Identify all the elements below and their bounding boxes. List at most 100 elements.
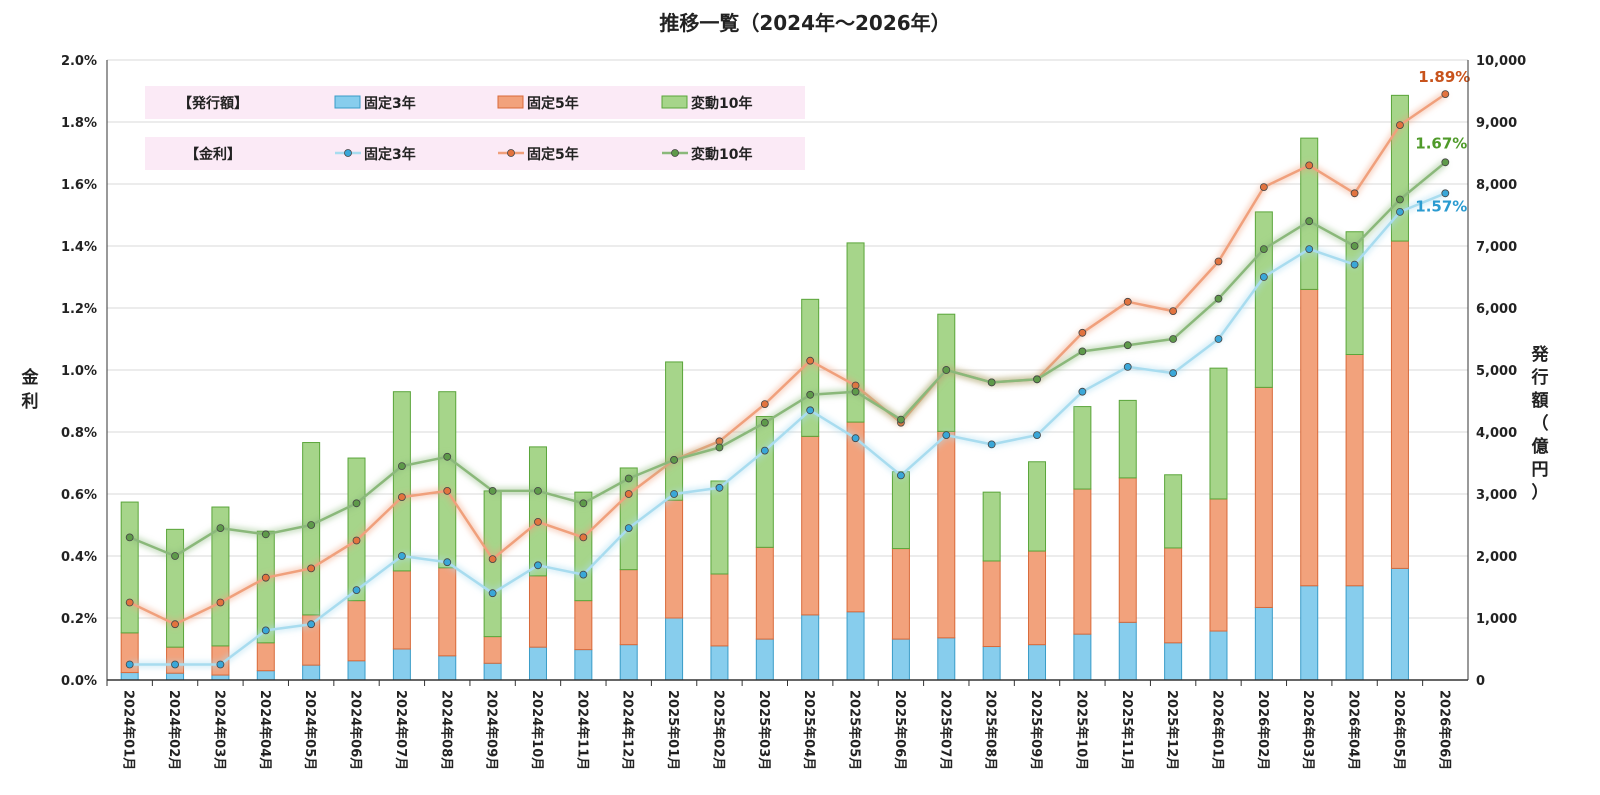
bar-segment — [1028, 644, 1047, 681]
x-tick-label: 2024年03月 — [211, 690, 227, 770]
data-point — [488, 589, 497, 598]
data-point — [261, 530, 270, 539]
bar-segment — [1073, 406, 1092, 490]
data-point — [1259, 273, 1268, 281]
x-tick-label: 2025年02月 — [710, 690, 726, 770]
bar-segment — [801, 435, 820, 616]
data-point — [1078, 328, 1087, 337]
bar-segment — [483, 490, 502, 638]
bar-segment — [982, 646, 1001, 681]
data-point — [216, 598, 225, 607]
data-point — [670, 455, 678, 464]
series-line — [129, 192, 1446, 666]
x-tick-label: 2024年06月 — [348, 690, 364, 770]
data-point — [1078, 347, 1087, 356]
bar-segment — [1118, 477, 1137, 623]
right-axis-title-char: 発 — [1531, 344, 1550, 365]
data-point — [1123, 297, 1132, 306]
bar-segment — [574, 491, 593, 602]
data-point — [1441, 90, 1450, 98]
bar-segment — [1300, 288, 1319, 587]
x-tick-label: 2024年07月 — [393, 690, 409, 770]
bar-segment — [801, 614, 820, 681]
data-point — [397, 462, 406, 471]
x-tick-label: 2024年08月 — [438, 690, 454, 770]
bar-segment — [256, 670, 275, 681]
left-tick-label: 1.6% — [61, 178, 97, 193]
bar-segment — [438, 655, 457, 681]
x-tick-label: 2024年10月 — [529, 690, 545, 770]
bar-segment — [1300, 585, 1319, 681]
legend-bar-label: 固定5年 — [527, 95, 579, 112]
legend-rate-box — [145, 137, 805, 170]
x-tick-label: 2025年06月 — [892, 690, 908, 770]
data-point — [397, 493, 406, 502]
data-label-end: 1.57% — [1415, 197, 1467, 215]
x-tick-label: 2026年06月 — [1436, 690, 1452, 770]
data-point — [1396, 195, 1404, 204]
bar-segment — [256, 642, 275, 672]
bar-segment — [120, 672, 139, 681]
bar-segment — [755, 546, 774, 640]
bar-segment — [1345, 231, 1364, 356]
data-point — [307, 620, 316, 629]
bar-segment — [1254, 386, 1273, 608]
data-point — [1259, 183, 1268, 192]
data-point — [216, 660, 225, 669]
data-point — [624, 490, 633, 498]
bar-segment — [166, 646, 185, 674]
right-axis-title-char: （ — [1532, 413, 1549, 434]
left-axis-title-char: 利 — [22, 391, 39, 412]
data-point — [1214, 257, 1223, 266]
legend-issue-box — [145, 86, 805, 119]
right-tick-label: 7,000 — [1476, 240, 1517, 255]
bar-segment — [891, 471, 910, 550]
data-label-end: 1.89% — [1418, 68, 1470, 86]
data-point — [1350, 260, 1359, 269]
right-tick-label: 1,000 — [1476, 612, 1517, 627]
data-point — [851, 434, 860, 443]
bar-segment — [755, 416, 774, 548]
data-point — [488, 486, 497, 495]
bar-segment — [483, 662, 502, 681]
x-tick-label: 2026年03月 — [1300, 690, 1316, 770]
legend-bar-label: 固定3年 — [364, 95, 416, 112]
legend-line-marker — [344, 149, 352, 157]
legend-line-label: 固定3年 — [364, 146, 416, 163]
data-point — [261, 573, 270, 582]
bar-segment — [438, 391, 457, 569]
data-point — [352, 586, 361, 594]
bar-segment — [846, 611, 865, 681]
data-point — [1033, 375, 1041, 384]
bar-segment — [392, 391, 411, 572]
x-tick-label: 2025年01月 — [665, 690, 681, 770]
left-tick-label: 1.0% — [61, 364, 97, 379]
legend-bar-swatch — [497, 95, 524, 109]
bar-segment — [846, 242, 865, 423]
x-tick-label: 2024年12月 — [620, 690, 636, 770]
bar-segment — [1028, 550, 1047, 646]
data-point — [987, 378, 996, 387]
bar-segment — [166, 528, 185, 648]
legend-issue-header: 【発行額】 — [178, 95, 248, 112]
data-point — [624, 474, 633, 483]
legend-bar-swatch — [661, 95, 688, 109]
right-axis-title-char: 額 — [1531, 390, 1549, 411]
data-point — [987, 440, 996, 449]
bar-segment — [665, 617, 684, 681]
series-line-glow — [128, 91, 1448, 629]
data-point — [1305, 161, 1314, 170]
data-point — [443, 452, 452, 461]
bar-segment — [1254, 606, 1273, 681]
bar-segment — [846, 421, 865, 613]
bar-segment — [1345, 585, 1364, 681]
left-tick-label: 0.2% — [61, 612, 97, 627]
data-point — [942, 366, 951, 374]
bar-segment — [120, 501, 139, 634]
legend-line-label: 固定5年 — [527, 146, 579, 163]
data-point — [1123, 341, 1132, 350]
data-point — [1169, 369, 1178, 378]
data-point — [125, 660, 134, 669]
bar-segment — [665, 361, 684, 501]
